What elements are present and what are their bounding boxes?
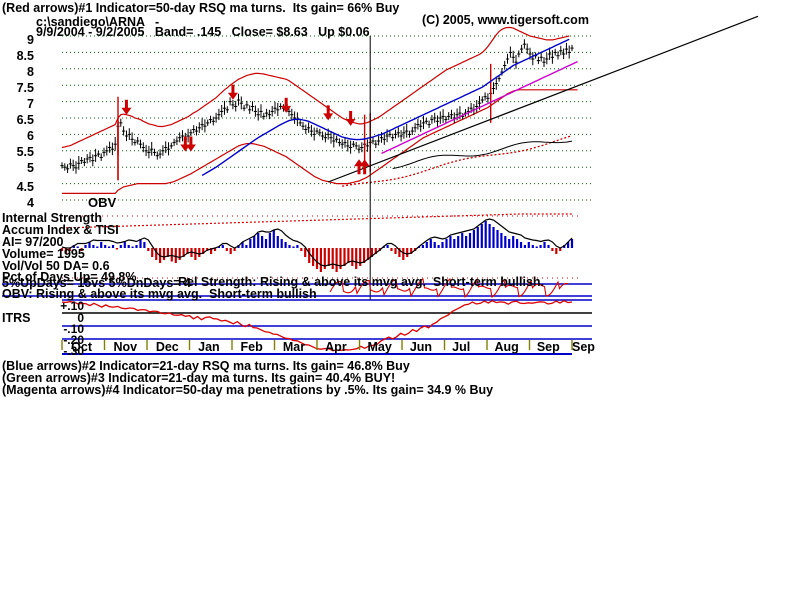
y-tick-5: 5	[27, 161, 34, 175]
trade-arrow	[345, 110, 356, 126]
month-label-nov: Nov	[113, 340, 138, 354]
stat-pct-days-up: Pct.of Days Up= 49.8%	[2, 270, 137, 284]
header-indicator-line: (Red arrows)#1 Indicator=50-day RSQ ma t…	[2, 1, 400, 15]
itrs-tick-plus-10: +.10	[60, 299, 84, 313]
trade-arrow	[359, 159, 370, 175]
header-date-range-quote: 9/9/2004 - 9/2/2005 Band= .145 Close= $8…	[36, 25, 370, 39]
itrs-tick-minus-30: -.30	[63, 344, 84, 358]
month-label-sep-end: Sep	[572, 340, 595, 354]
month-label-sep: Sep	[536, 340, 560, 354]
trade-arrow	[185, 136, 196, 152]
copyright-label: (C) 2005, www.tigersoft.com	[422, 13, 589, 27]
month-label-may: May	[367, 340, 392, 354]
y-tick-4-5: 4.5	[16, 180, 34, 194]
y-tick-7-5: 7.5	[16, 81, 34, 95]
footer-indicator-2: (Blue arrows)#2 Indicator=21-day RSQ ma …	[2, 359, 410, 373]
y-tick-6: 6	[27, 129, 34, 143]
itrs-label: ITRS	[2, 311, 31, 325]
month-label-feb: Feb	[240, 340, 263, 354]
trade-arrow	[121, 99, 132, 115]
footer-indicator-3: (Green arrows)#3 Indicator=21-day ma tur…	[2, 371, 396, 385]
stat-internal-strength: Internal Strength	[2, 211, 103, 225]
month-label-aug: Aug	[494, 340, 519, 354]
trade-arrow	[281, 97, 292, 113]
month-label-jan: Jan	[198, 340, 220, 354]
accum-index-bars	[60, 221, 574, 272]
y-tick-8: 8	[27, 65, 34, 79]
y-tick-8-5: 8.5	[16, 49, 34, 63]
price-bars	[60, 39, 574, 174]
y-tick-5-5: 5.5	[16, 145, 34, 159]
stat-vol-vol-50da: Vol/Vol 50 DA= 0.6	[2, 259, 110, 273]
y-tick-9: 9	[27, 33, 34, 47]
stat-rel-strength: Rel Strength: Rising & above its mvg avg…	[178, 275, 545, 289]
y-tick-7: 7	[27, 97, 34, 111]
month-label-dec: Dec	[155, 340, 179, 354]
month-label-jul: Jul	[452, 340, 471, 354]
stat-obv: OBV: Rising & above its mvg avg. Short-t…	[2, 287, 317, 301]
stat-volume: Volume= 1995	[2, 247, 85, 261]
trade-arrow	[227, 84, 238, 100]
month-label-mar: Mar	[282, 340, 306, 354]
stat-accum-index: Accum Index & TISI	[2, 223, 119, 237]
month-label-apr: Apr	[325, 340, 347, 354]
stat-ai: AI= 97/200	[2, 235, 64, 249]
footer-indicator-4: (Magenta arrows)#4 Indicator=50-day ma p…	[2, 383, 494, 397]
itrs-tick-0: 0	[77, 311, 84, 325]
month-label-oct: Oct	[71, 340, 92, 354]
stat-up-down-days: 5%UpDays= 15vs 5%DnDays= 4	[2, 276, 192, 290]
header-file-path: c:\sandiego\ARNA -	[36, 15, 160, 29]
month-label-jun: Jun	[409, 340, 433, 354]
y-tick-4: 4	[27, 196, 34, 210]
trade-arrow	[323, 105, 334, 121]
trade-arrow	[180, 136, 191, 152]
y-tick-6-5: 6.5	[16, 113, 34, 127]
itrs-tick-minus-20: -.20	[63, 333, 84, 347]
obv-chart-label: OBV	[88, 195, 117, 210]
itrs-tick-minus-10: -.10	[63, 322, 84, 336]
